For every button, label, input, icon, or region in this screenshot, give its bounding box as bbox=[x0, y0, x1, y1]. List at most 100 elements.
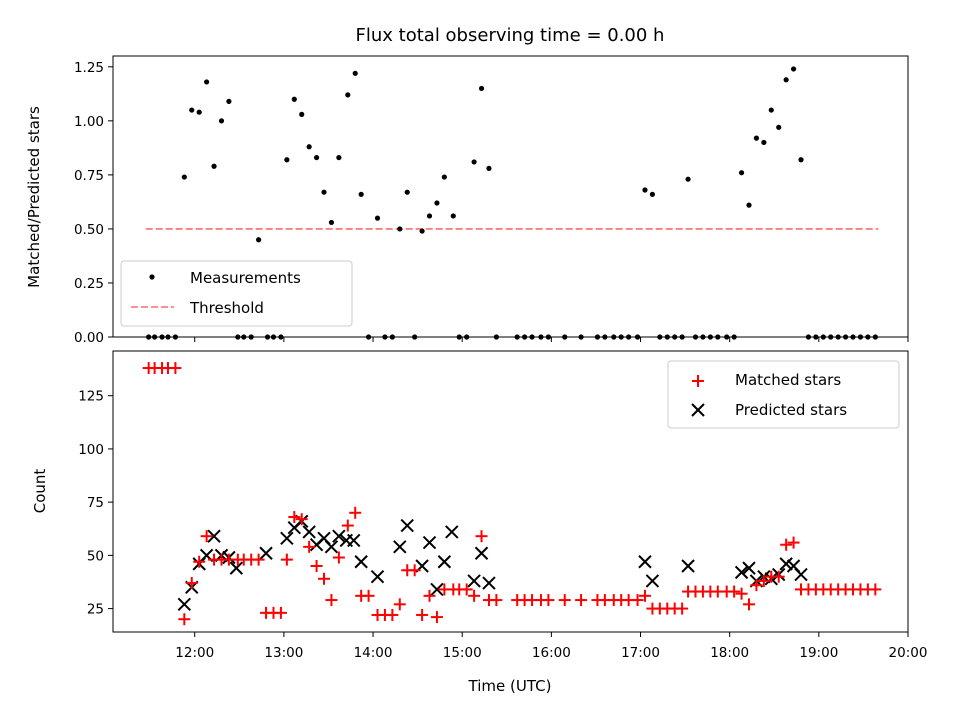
measurement-point bbox=[211, 163, 217, 169]
predicted-star-point bbox=[393, 540, 407, 554]
x-tick-label: 20:00 bbox=[889, 645, 928, 661]
matched-star-point bbox=[408, 564, 421, 577]
matched-star-point bbox=[362, 589, 375, 602]
matched-star-point bbox=[303, 540, 316, 553]
top-y-tick-label: 1.25 bbox=[74, 60, 104, 76]
flux-ratio-panel: Flux total observing time = 0.00 h Match… bbox=[25, 25, 909, 346]
bottom-y-axis-label: Count bbox=[31, 469, 49, 514]
bottom-y-tick-label: 50 bbox=[87, 548, 104, 564]
measurement-point bbox=[450, 213, 456, 219]
x-tick-label: 12:00 bbox=[175, 645, 214, 661]
bottom-plot-frame bbox=[112, 350, 909, 633]
predicted-star-point bbox=[742, 561, 756, 575]
matched-star-point bbox=[200, 530, 213, 543]
matched-star-point bbox=[460, 583, 473, 596]
measurement-point bbox=[746, 202, 752, 208]
measurement-point bbox=[397, 226, 403, 232]
top-x-axis-ticks bbox=[194, 337, 909, 342]
x-axis-label: Time (UTC) bbox=[468, 677, 552, 695]
measurement-point bbox=[419, 228, 425, 234]
matched-star-point bbox=[676, 602, 689, 615]
legend-measurements-label: Measurements bbox=[190, 269, 301, 287]
predicted-star-point bbox=[422, 535, 437, 550]
top-legend-box bbox=[120, 260, 353, 327]
matched-star-point bbox=[325, 594, 338, 607]
x-tick-label: 13:00 bbox=[264, 645, 303, 661]
bottom-y-tick-label: 25 bbox=[87, 602, 104, 618]
measurement-point bbox=[321, 189, 327, 195]
predicted-star-point bbox=[467, 574, 481, 588]
measurement-point bbox=[761, 139, 767, 146]
chart-title: Flux total observing time = 0.00 h bbox=[356, 25, 665, 46]
matched-star-point bbox=[332, 551, 345, 564]
top-y-tick-label: 0.00 bbox=[74, 330, 104, 346]
measurement-point bbox=[336, 154, 342, 161]
matched-star-point bbox=[638, 589, 651, 602]
matched-star-point bbox=[280, 553, 293, 566]
measurement-point bbox=[181, 174, 187, 180]
matched-star-point bbox=[169, 362, 182, 375]
top-y-tick-label: 0.25 bbox=[74, 276, 104, 292]
predicted-star-point bbox=[681, 559, 695, 573]
predicted-star-point bbox=[302, 525, 316, 539]
matched-star-point bbox=[252, 553, 265, 566]
measurement-point bbox=[434, 200, 440, 206]
measurement-point bbox=[783, 77, 789, 83]
matched-star-point bbox=[631, 594, 644, 607]
predicted-star-point bbox=[229, 561, 244, 575]
measurement-point bbox=[753, 135, 760, 141]
top-y-tick-label: 0.75 bbox=[74, 168, 104, 184]
matched-star-point bbox=[185, 577, 198, 590]
matched-star-point bbox=[178, 613, 191, 626]
measurement-point bbox=[642, 187, 648, 193]
top-y-tick-label: 0.50 bbox=[74, 222, 104, 238]
predicted-star-point bbox=[645, 574, 660, 588]
predicted-star-point bbox=[779, 557, 793, 571]
top-y-axis-label: Matched/Predicted stars bbox=[25, 106, 43, 288]
bottom-legend-box bbox=[667, 360, 900, 429]
measurement-point bbox=[218, 118, 225, 124]
matched-star-point bbox=[728, 585, 741, 598]
matched-star-point bbox=[288, 511, 301, 524]
predicted-star-point bbox=[332, 529, 346, 543]
top-y-axis: 0.00 0.25 0.50 0.75 1.00 1.25 bbox=[74, 60, 113, 346]
bottom-y-tick-label: 100 bbox=[78, 442, 104, 458]
measurement-point bbox=[313, 154, 320, 161]
bottom-x-axis: 12:00 13:00 14:00 15:00 16:00 17:00 18:00 19:00… bbox=[175, 632, 927, 661]
matched-star-point bbox=[750, 579, 763, 592]
x-tick-label: 18:00 bbox=[710, 645, 749, 661]
predicted-star-point bbox=[370, 569, 385, 584]
measurement-point bbox=[196, 109, 202, 115]
matched-star-point bbox=[869, 583, 882, 596]
matched-star-point bbox=[274, 606, 287, 619]
predicted-star-point bbox=[177, 597, 192, 612]
matched-star-point bbox=[787, 536, 800, 549]
matched-star-point bbox=[757, 574, 770, 587]
matched-star-point bbox=[735, 587, 748, 600]
matched-star-point bbox=[780, 538, 793, 551]
legend-predicted-label: Predicted stars bbox=[735, 401, 847, 419]
predicted-star-point bbox=[324, 540, 339, 554]
predicted-star-point bbox=[734, 565, 749, 580]
measurement-point bbox=[256, 237, 262, 243]
measurement-point bbox=[189, 107, 195, 113]
bottom-y-tick-label: 125 bbox=[78, 389, 104, 405]
measurement-point bbox=[685, 176, 691, 182]
measurement-point bbox=[471, 159, 477, 165]
top-plot-frame bbox=[112, 55, 909, 338]
measurement-point bbox=[441, 174, 447, 180]
predicted-star-point bbox=[638, 555, 652, 569]
matched-star-point bbox=[542, 594, 555, 607]
measurement-point bbox=[790, 66, 797, 72]
legend-matched-marker bbox=[692, 375, 704, 387]
measurement-point bbox=[306, 144, 312, 150]
predicted-stars-series bbox=[177, 514, 808, 612]
predicted-star-point bbox=[354, 555, 368, 569]
measurement-point bbox=[291, 96, 297, 102]
measurement-point bbox=[352, 70, 358, 76]
matched-star-point bbox=[295, 513, 308, 526]
measurement-point bbox=[358, 191, 364, 197]
measurement-point bbox=[768, 107, 774, 113]
star-count-panel: Count Time (UTC) 25 50 75 100 125 12:00 13:00… bbox=[31, 350, 927, 695]
legend-matched-label: Matched stars bbox=[735, 371, 841, 389]
